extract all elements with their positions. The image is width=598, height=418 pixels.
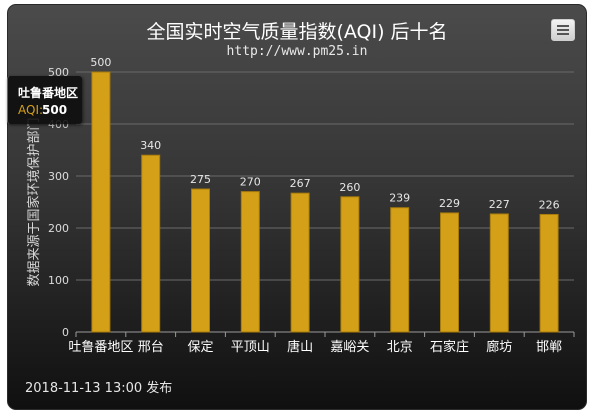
data-label: 340 (140, 139, 161, 152)
data-label: 226 (539, 198, 560, 211)
tooltip-category: 吐鲁番地区 (18, 86, 79, 100)
y-tick-label: 0 (62, 326, 69, 339)
x-tick-label: 吐鲁番地区 (68, 340, 133, 355)
data-label: 270 (240, 176, 261, 189)
x-tick-label: 石家庄 (430, 339, 469, 355)
bar (191, 188, 210, 333)
bar (91, 71, 111, 333)
y-tick-label: 300 (48, 170, 69, 183)
data-label: 260 (339, 181, 360, 194)
bar (141, 154, 161, 333)
data-tooltip: 吐鲁番地区 AQI: 500 (7, 76, 82, 124)
y-tick-label: 100 (48, 274, 69, 287)
y-tick-label: 200 (48, 222, 69, 235)
x-tick-label: 廊坊 (486, 339, 512, 355)
bar (340, 196, 360, 333)
tooltip-value: 500 (42, 103, 68, 117)
x-tick-label: 保定 (187, 340, 213, 355)
data-label: 239 (389, 192, 410, 205)
x-tick-label: 北京 (387, 340, 413, 355)
bar (440, 212, 459, 333)
bar (539, 213, 559, 333)
bar (390, 207, 410, 333)
chart-subtitle: http://www.pm25.in (226, 44, 368, 59)
x-tick-label: 嘉峪关 (330, 340, 369, 355)
y-tick-label: 500 (48, 66, 69, 79)
publish-time: 2018-11-13 13:00 发布 (25, 381, 173, 396)
bar (290, 192, 310, 333)
x-tick-label: 平顶山 (231, 340, 270, 355)
hamburger-menu-icon[interactable] (551, 19, 575, 41)
y-axis-title: 数据来源于国家环境保护部门 (26, 117, 42, 286)
x-tick-label: 唐山 (287, 339, 313, 355)
data-label: 267 (290, 177, 311, 190)
tooltip-label: AQI: (18, 103, 44, 117)
bar (489, 213, 509, 333)
chart-title: 全国实时空气质量指数(AQI) 后十名 (146, 21, 448, 43)
data-label: 227 (489, 198, 510, 211)
bar (240, 191, 260, 333)
data-label: 275 (190, 173, 211, 186)
data-label: 500 (90, 56, 111, 69)
data-label: 229 (439, 197, 460, 210)
x-tick-label: 邯郸 (536, 340, 562, 355)
x-tick-label: 邢台 (138, 340, 164, 355)
